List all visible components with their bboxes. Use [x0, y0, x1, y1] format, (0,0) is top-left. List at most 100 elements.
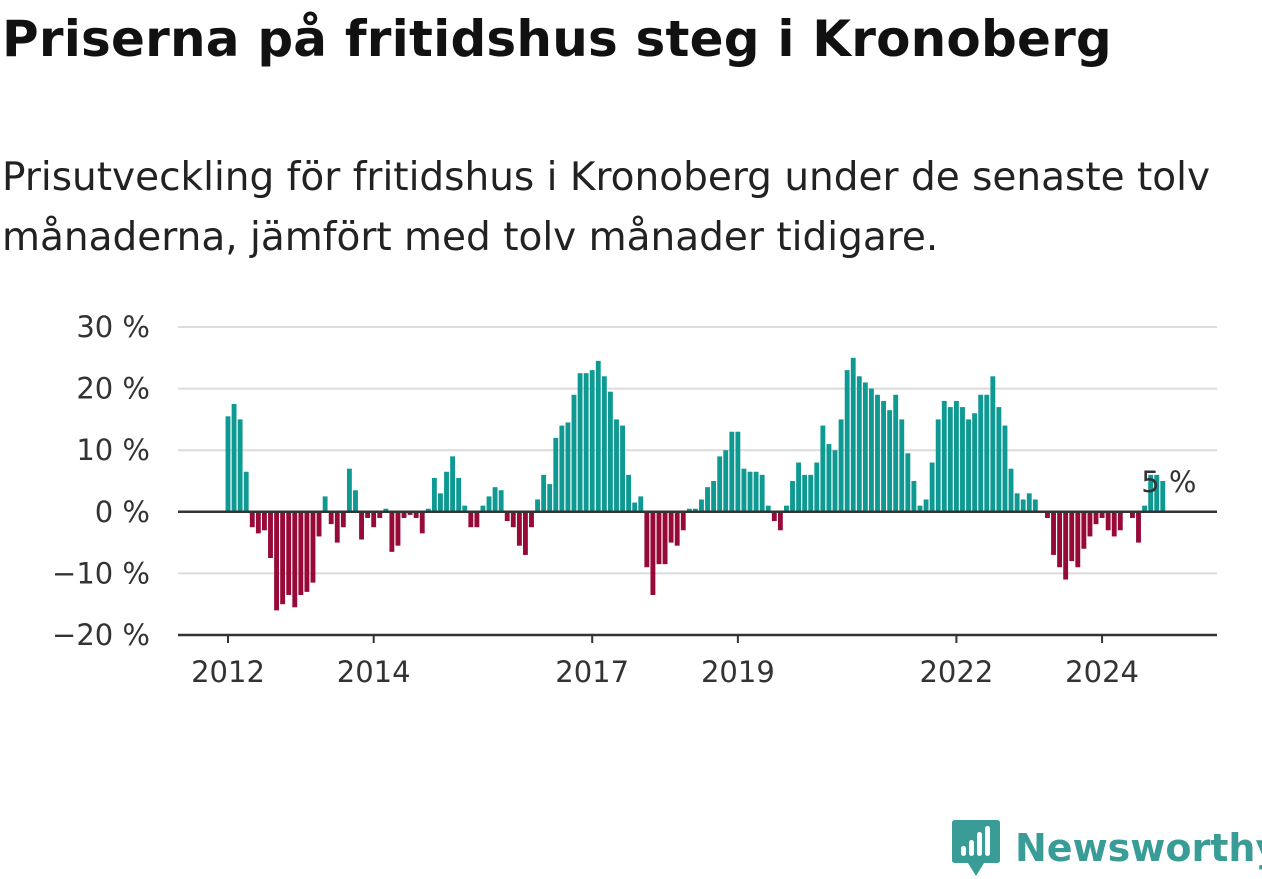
bar: [231, 404, 237, 512]
bar: [765, 505, 771, 512]
bar: [516, 511, 522, 546]
bar: [1026, 493, 1032, 512]
bar: [280, 511, 286, 605]
x-tick-label: 2019: [701, 655, 775, 689]
x-tick-label: 2024: [1065, 655, 1139, 689]
bar: [504, 511, 510, 522]
bar: [802, 474, 808, 512]
bar: [365, 511, 371, 518]
bar: [887, 410, 893, 512]
bar: [978, 394, 984, 512]
bar: [996, 407, 1002, 512]
bar: [692, 508, 698, 512]
y-tick-label: −10 %: [52, 556, 150, 590]
bar: [711, 481, 717, 512]
newsworthy-brand[interactable]: Newsworthy: [951, 818, 1262, 878]
bar: [911, 481, 917, 512]
bar: [850, 357, 856, 512]
y-tick-label: 0 %: [95, 495, 150, 529]
bar: [686, 508, 692, 512]
bar: [523, 511, 528, 555]
bar: [753, 471, 759, 512]
bar: [225, 416, 231, 512]
bar: [620, 425, 625, 512]
bar: [298, 511, 304, 595]
bar: [268, 511, 273, 558]
bar: [510, 511, 516, 528]
bar: [1069, 511, 1075, 562]
bar: [553, 437, 559, 512]
bar: [571, 394, 577, 512]
bar-chart: 30 % 20 % 10 % 0 % −10 % −20 % 2012 2014 2017 201…: [52, 310, 1217, 689]
bar: [462, 505, 468, 512]
x-tick-label: 2014: [337, 655, 411, 689]
bar: [583, 373, 589, 512]
bar: [638, 496, 644, 512]
bar: [1154, 474, 1160, 512]
bar: [1045, 511, 1050, 518]
bar: [947, 407, 953, 512]
bar: [243, 471, 249, 512]
bar: [1142, 505, 1148, 512]
y-tick-label: −20 %: [52, 618, 150, 652]
bar: [1014, 493, 1020, 512]
bar: [565, 422, 571, 512]
bar: [1148, 474, 1154, 512]
bar: [371, 511, 377, 528]
bar: [905, 453, 911, 512]
chart-subtitle: Prisutveckling för fritidshus i Kronober…: [2, 155, 1211, 260]
bar: [346, 468, 352, 512]
bar: [249, 511, 255, 528]
bar: [577, 373, 583, 512]
bar: [747, 471, 753, 512]
bar: [286, 511, 292, 595]
bar: [237, 419, 243, 512]
bar: [723, 450, 729, 512]
bar: [893, 394, 899, 512]
bar: [984, 394, 990, 512]
bar: [832, 450, 838, 512]
y-tick-label: 20 %: [76, 372, 150, 406]
bar: [310, 511, 316, 583]
bar: [450, 456, 456, 512]
bar: [498, 490, 504, 512]
bar: [340, 511, 346, 528]
bar: [881, 400, 886, 512]
bar: [941, 400, 947, 512]
newsworthy-logo-icon: [952, 820, 1000, 876]
bar: [492, 487, 498, 512]
bar: [771, 511, 777, 522]
bar: [972, 413, 978, 512]
grid-lines: [178, 326, 1217, 575]
bar: [316, 511, 322, 537]
x-tick-label: 2022: [919, 655, 993, 689]
bar: [1008, 468, 1014, 512]
bar: [419, 511, 425, 534]
bar: [456, 477, 462, 512]
bar: [559, 425, 565, 512]
y-tick-label: 30 %: [76, 310, 150, 344]
bar: [595, 360, 601, 512]
bar: [1160, 481, 1166, 512]
bar: [1063, 511, 1069, 580]
bar: [844, 370, 850, 512]
bar: [328, 511, 334, 525]
bar: [814, 462, 820, 512]
bar: [826, 444, 832, 512]
bar: [784, 505, 789, 512]
bar: [1130, 511, 1135, 518]
bar: [790, 481, 795, 512]
bar: [431, 477, 437, 512]
bar: [729, 431, 735, 512]
bar: [1093, 511, 1099, 525]
bar: [935, 419, 941, 512]
bar: [626, 474, 632, 512]
bar: [668, 511, 674, 543]
bar: [868, 388, 874, 512]
bar: [607, 391, 613, 512]
bar: [1081, 511, 1087, 549]
bar: [656, 511, 662, 565]
bar: [389, 511, 395, 552]
bar: [304, 511, 310, 592]
bar: [990, 376, 996, 512]
